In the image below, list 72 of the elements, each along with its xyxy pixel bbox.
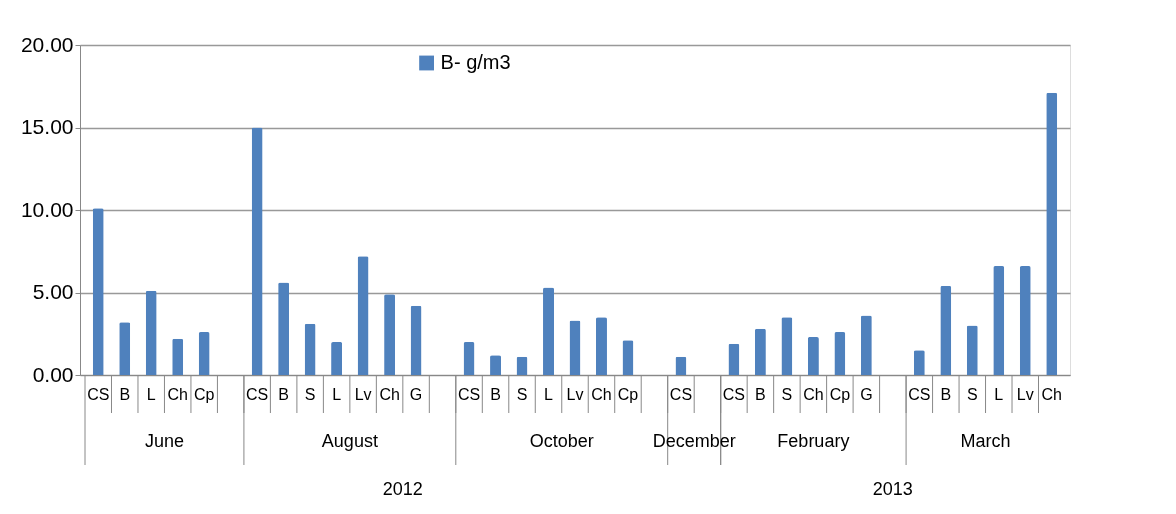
bar	[331, 342, 343, 375]
bar	[860, 315, 872, 375]
bar	[145, 290, 157, 375]
x-tick-label: L	[146, 386, 156, 403]
text: 2012	[382, 479, 423, 499]
y-tick-label: 15.00	[20, 115, 74, 138]
x-tick-label: Ch	[167, 386, 188, 403]
bar	[993, 266, 1005, 375]
bar	[781, 317, 793, 375]
x-tick-label: S	[516, 386, 528, 403]
text: 2013	[872, 479, 913, 499]
bar	[92, 208, 104, 375]
text: March	[960, 431, 1011, 451]
bar	[410, 305, 422, 375]
x-tick-label: Cp	[193, 386, 215, 403]
bar	[569, 320, 581, 375]
x-tick-label: Lv	[354, 386, 372, 403]
x-tick-label: Cp	[617, 386, 639, 403]
x-tick-label: Ch	[1041, 386, 1062, 403]
bar	[172, 338, 184, 375]
x-tick-label: Lv	[1016, 386, 1034, 403]
bar	[251, 127, 263, 375]
x-tick-label: CS	[457, 386, 481, 403]
text: June	[144, 431, 184, 451]
bar	[304, 323, 316, 375]
bar	[543, 287, 555, 375]
x-tick-label: G	[860, 386, 873, 403]
x-tick-label: S	[304, 386, 316, 403]
x-tick-label: Cp	[829, 386, 851, 403]
x-tick-label: CS	[87, 386, 110, 403]
y-tick-label: 5.00	[32, 280, 74, 303]
x-tick-label: Ch	[379, 386, 400, 403]
bar	[966, 325, 978, 375]
bar	[357, 256, 369, 375]
x-tick-label: L	[332, 386, 342, 403]
x-tick-label: G	[409, 386, 423, 403]
text: August	[321, 431, 378, 451]
bar	[463, 342, 475, 375]
bar	[1046, 92, 1058, 375]
x-tick-label: Ch	[803, 386, 824, 403]
bar	[754, 328, 766, 375]
bar	[119, 322, 131, 375]
bar	[807, 337, 819, 375]
x-tick-label: S	[781, 386, 793, 403]
x-tick-label: B	[940, 386, 952, 403]
legend-label: B- g/m3	[440, 51, 511, 73]
text: December	[652, 431, 736, 451]
x-tick-label: L	[994, 386, 1004, 403]
x-tick-label: B	[278, 386, 289, 403]
x-tick-label: Ch	[591, 386, 612, 403]
y-tick-label: 10.00	[20, 197, 74, 221]
x-tick-label: Lv	[566, 386, 584, 403]
bar	[595, 317, 607, 375]
x-tick-label: S	[966, 386, 978, 403]
text: October	[529, 431, 594, 451]
bar	[198, 332, 210, 375]
x-tick-label: CS	[669, 386, 693, 403]
bar	[940, 285, 952, 375]
x-tick-label: B	[755, 386, 766, 403]
y-tick-label: 0.00	[32, 362, 74, 386]
x-tick-label: L	[544, 386, 554, 403]
bar	[1019, 266, 1031, 375]
text: February	[777, 431, 850, 451]
x-tick-label: CS	[246, 386, 269, 403]
y-tick-label: 20.00	[20, 32, 74, 56]
x-tick-label: CS	[722, 386, 746, 403]
x-tick-label: B	[490, 386, 501, 403]
x-tick-label: B	[119, 386, 131, 403]
bar	[384, 294, 396, 375]
bar	[278, 282, 290, 375]
bar	[834, 332, 846, 375]
x-tick-label: CS	[908, 386, 931, 403]
